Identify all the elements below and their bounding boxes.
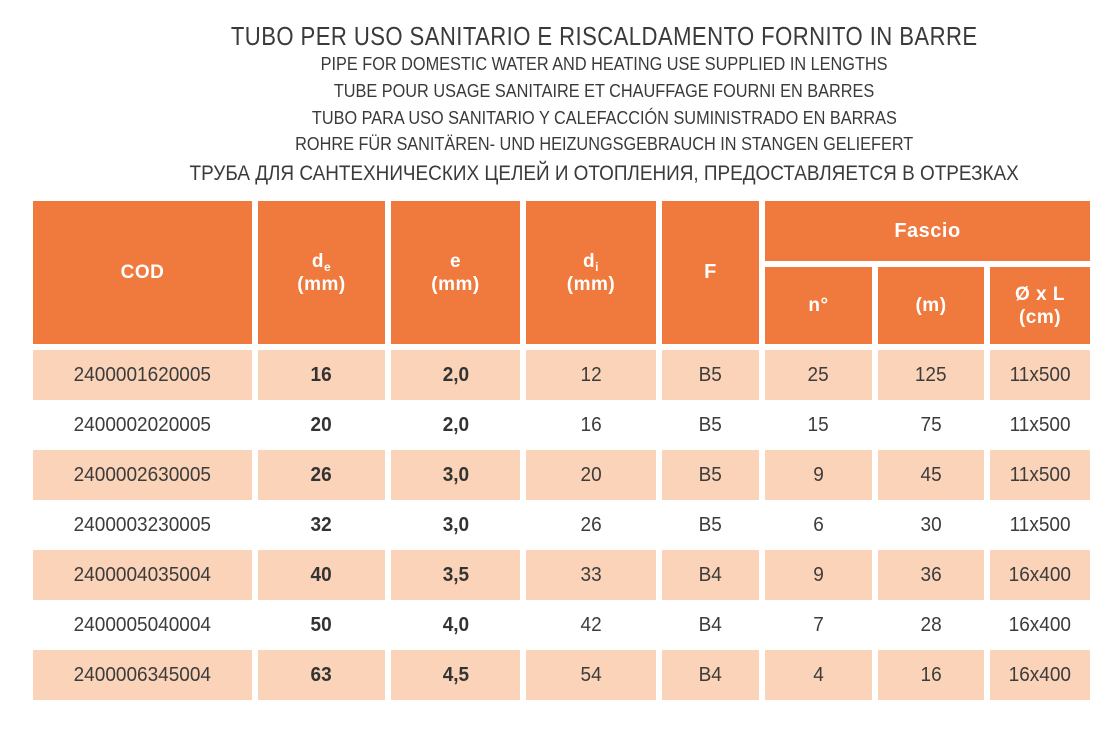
cell-di: 42 (526, 600, 656, 650)
header-cod: COD (33, 201, 252, 344)
cell-n: 25 (765, 350, 872, 400)
title-french: TUBE POUR USAGE SANITAIRE ET CHAUFFAGE F… (334, 79, 875, 101)
cell-cod: 2400006345004 (33, 650, 252, 700)
cell-e: 3,0 (391, 450, 520, 500)
header-f-label: F (704, 261, 717, 283)
cell-de: 26 (258, 450, 385, 500)
header-thickness: e (mm) (391, 201, 520, 344)
table-row: 2400002020005 20 2,0 16 B5 15 75 11x500 (33, 400, 1090, 450)
header-m-label: (m) (915, 295, 947, 316)
cell-e: 2,0 (391, 400, 520, 450)
header-e-symbol: e (449, 250, 462, 272)
cell-f: B4 (662, 600, 759, 650)
cell-e: 4,5 (391, 650, 520, 700)
cell-f: B5 (662, 500, 759, 550)
cell-f: B4 (662, 550, 759, 600)
header-fascio-label: Fascio (894, 219, 961, 242)
table-row: 2400004035004 40 3,5 33 B4 9 36 16x400 (33, 550, 1090, 600)
header-di-symbol: di (583, 250, 599, 274)
header-fascio-count: n° (765, 267, 872, 344)
cell-cod: 2400004035004 (33, 550, 252, 600)
cell-di: 20 (526, 450, 656, 500)
cell-n: 9 (765, 550, 872, 600)
cell-de: 40 (258, 550, 385, 600)
cell-de: 20 (258, 400, 385, 450)
title-spanish: TUBO PARA USO SANITARIO Y CALEFACCIÓN SU… (311, 106, 897, 128)
cell-di: 54 (526, 650, 656, 700)
cell-di: 33 (526, 550, 656, 600)
title-russian: ТРУБА ДЛЯ САНТЕХНИЧЕСКИХ ЦЕЛЕЙ И ОТОПЛЕН… (189, 161, 1020, 186)
header-cod-label: COD (120, 262, 165, 283)
header-di-unit: (mm) (566, 273, 616, 295)
header-fascio-meters: (m) (878, 267, 984, 344)
cell-m: 16 (878, 650, 984, 700)
cell-di: 12 (526, 350, 656, 400)
cell-n: 15 (765, 400, 872, 450)
cell-de: 32 (258, 500, 385, 550)
table-row: 2400001620005 16 2,0 12 B5 25 125 11x500 (33, 350, 1090, 400)
cell-m: 28 (878, 600, 984, 650)
cell-e: 4,0 (391, 600, 520, 650)
cell-f: B5 (662, 450, 759, 500)
cell-m: 45 (878, 450, 984, 500)
cell-de: 63 (258, 650, 385, 700)
cell-m: 125 (878, 350, 984, 400)
cell-f: B5 (662, 350, 759, 400)
cell-cod: 2400002630005 (33, 450, 252, 500)
header-e-unit: (mm) (431, 273, 480, 295)
header-outer-diameter: de (mm) (258, 201, 385, 344)
cell-n: 9 (765, 450, 872, 500)
title-italian: TUBO PER USO SANITARIO E RISCALDAMENTO F… (231, 21, 978, 51)
table-row: 2400006345004 63 4,5 54 B4 4 16 16x400 (33, 650, 1090, 700)
cell-dxl: 16x400 (990, 550, 1090, 600)
cell-cod: 2400005040004 (33, 600, 252, 650)
cell-m: 36 (878, 550, 984, 600)
cell-cod: 2400001620005 (33, 350, 252, 400)
header-dxl-line2: (cm) (1018, 306, 1062, 328)
cell-cod: 2400002020005 (33, 400, 252, 450)
cell-e: 2,0 (391, 350, 520, 400)
title-block: TUBO PER USO SANITARIO E RISCALDAMENTO F… (114, 22, 1095, 188)
cell-dxl: 11x500 (990, 500, 1090, 550)
cell-e: 3,0 (391, 500, 520, 550)
header-fascio-dimensions: Ø x L (cm) (990, 267, 1090, 344)
header-f: F (662, 201, 759, 344)
table-body: 2400001620005 16 2,0 12 B5 25 125 11x500… (33, 350, 1090, 700)
table-row: 2400003230005 32 3,0 26 B5 6 30 11x500 (33, 500, 1090, 550)
cell-m: 75 (878, 400, 984, 450)
cell-dxl: 11x500 (990, 450, 1090, 500)
cell-m: 30 (878, 500, 984, 550)
cell-f: B4 (662, 650, 759, 700)
pipe-spec-table: COD de (mm) e (mm) di (mm) F Fascio n° (… (33, 201, 1090, 700)
cell-dxl: 16x400 (990, 600, 1090, 650)
cell-dxl: 11x500 (990, 350, 1090, 400)
cell-cod: 2400003230005 (33, 500, 252, 550)
cell-dxl: 11x500 (990, 400, 1090, 450)
header-inner-diameter: di (mm) (526, 201, 656, 344)
header-n-label: n° (808, 295, 829, 316)
cell-f: B5 (662, 400, 759, 450)
table-row: 2400002630005 26 3,0 20 B5 9 45 11x500 (33, 450, 1090, 500)
title-german: ROHRE FÜR SANITÄREN- UND HEIZUNGSGEBRAUC… (295, 133, 914, 155)
cell-n: 7 (765, 600, 872, 650)
cell-n: 6 (765, 500, 872, 550)
cell-di: 16 (526, 400, 656, 450)
cell-dxl: 16x400 (990, 650, 1090, 700)
header-dxl-line1: Ø x L (1014, 283, 1065, 305)
cell-n: 4 (765, 650, 872, 700)
table-row: 2400005040004 50 4,0 42 B4 7 28 16x400 (33, 600, 1090, 650)
header-de-symbol: de (311, 250, 332, 274)
header-de-unit: (mm) (297, 273, 346, 295)
cell-e: 3,5 (391, 550, 520, 600)
cell-di: 26 (526, 500, 656, 550)
cell-de: 50 (258, 600, 385, 650)
cell-de: 16 (258, 350, 385, 400)
title-english: PIPE FOR DOMESTIC WATER AND HEATING USE … (321, 53, 888, 74)
table-header: COD de (mm) e (mm) di (mm) F Fascio n° (… (33, 201, 1090, 344)
header-fascio: Fascio (765, 201, 1090, 261)
